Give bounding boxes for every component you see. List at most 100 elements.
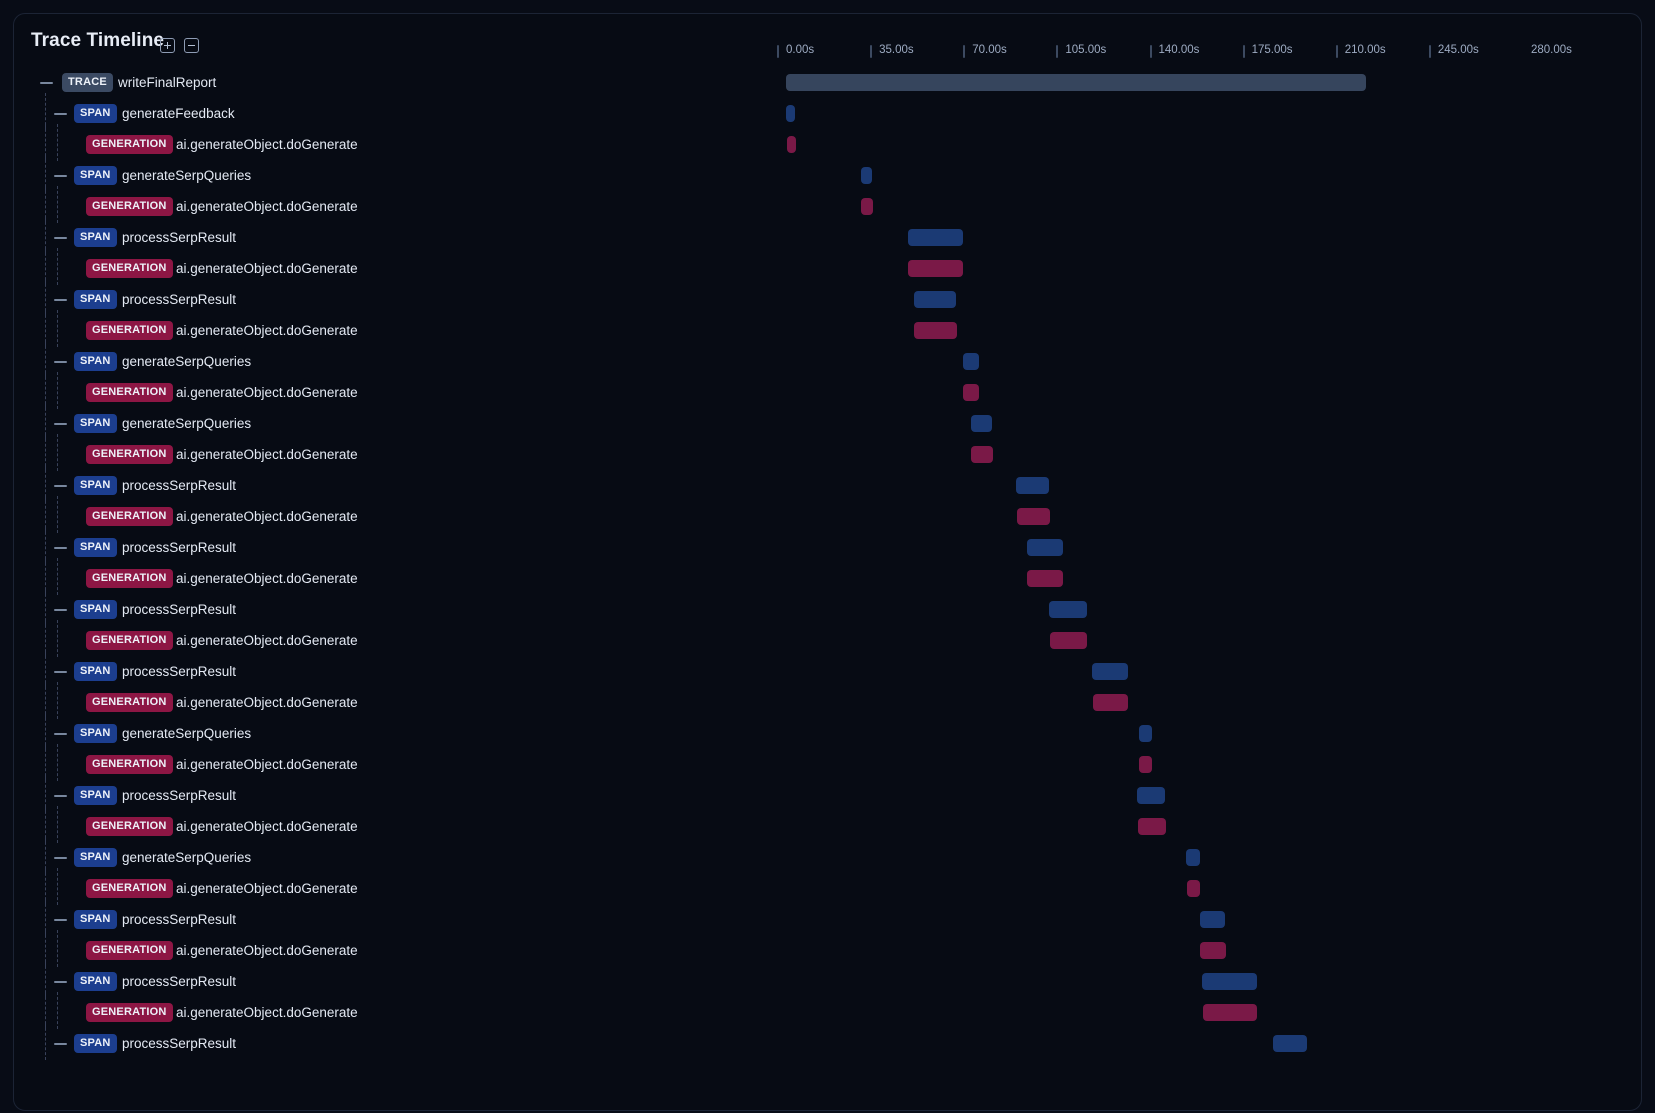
row-name-label: processSerpResult xyxy=(122,1036,237,1051)
gantt-bar[interactable] xyxy=(908,260,964,277)
row-type-badge: SPAN xyxy=(74,910,117,929)
gantt-bar[interactable] xyxy=(786,136,796,153)
trace-row[interactable]: GENERATION ai.generateObject.doGenerate xyxy=(14,992,1641,1029)
row-collapse-toggle[interactable] xyxy=(54,795,67,797)
gantt-bar[interactable] xyxy=(1092,694,1129,711)
row-collapse-toggle[interactable] xyxy=(54,361,67,363)
row-collapse-toggle[interactable] xyxy=(40,82,53,84)
gantt-bar[interactable] xyxy=(1016,508,1050,525)
row-collapse-toggle[interactable] xyxy=(54,237,67,239)
trace-row[interactable]: GENERATION ai.generateObject.doGenerate xyxy=(14,682,1641,719)
row-collapse-toggle[interactable] xyxy=(54,299,67,301)
row-collapse-toggle[interactable] xyxy=(54,175,67,177)
trace-row[interactable]: GENERATION ai.generateObject.doGenerate xyxy=(14,744,1641,781)
trace-row[interactable]: GENERATION ai.generateObject.doGenerate xyxy=(14,186,1641,223)
trace-row[interactable]: GENERATION ai.generateObject.doGenerate xyxy=(14,372,1641,409)
axis-tick-mark xyxy=(1335,45,1338,58)
gantt-bar[interactable] xyxy=(1091,663,1128,680)
trace-row[interactable]: GENERATION ai.generateObject.doGenerate xyxy=(14,930,1641,967)
plus-square-icon[interactable] xyxy=(160,38,175,53)
trace-row[interactable]: GENERATION ai.generateObject.doGenerate xyxy=(14,558,1641,595)
row-collapse-toggle[interactable] xyxy=(54,423,67,425)
trace-row[interactable]: GENERATION ai.generateObject.doGenerate xyxy=(14,124,1641,161)
row-collapse-toggle[interactable] xyxy=(54,857,67,859)
tree-guide-line xyxy=(45,651,46,688)
row-collapse-toggle[interactable] xyxy=(54,485,67,487)
gantt-bar[interactable] xyxy=(1137,787,1166,804)
trace-row[interactable]: SPAN processSerpResult xyxy=(14,651,1641,688)
tree-guide-line xyxy=(57,434,58,471)
trace-row[interactable]: GENERATION ai.generateObject.doGenerate xyxy=(14,434,1641,471)
row-collapse-toggle[interactable] xyxy=(54,547,67,549)
gantt-bar[interactable] xyxy=(1199,911,1225,928)
gantt-bar[interactable] xyxy=(1137,818,1166,835)
trace-row[interactable]: GENERATION ai.generateObject.doGenerate xyxy=(14,868,1641,905)
row-type-badge: GENERATION xyxy=(86,941,173,960)
trace-row[interactable]: SPAN generateSerpQueries xyxy=(14,155,1641,192)
trace-row[interactable]: SPAN processSerpResult xyxy=(14,961,1641,998)
trace-row[interactable]: SPAN processSerpResult xyxy=(14,217,1641,254)
row-collapse-toggle[interactable] xyxy=(54,671,67,673)
trace-row[interactable]: SPAN generateSerpQueries xyxy=(14,713,1641,750)
trace-row[interactable]: GENERATION ai.generateObject.doGenerate xyxy=(14,496,1641,533)
axis-tick: 245.00s xyxy=(1428,44,1479,58)
trace-row[interactable]: SPAN generateSerpQueries xyxy=(14,837,1641,874)
trace-row[interactable]: SPAN processSerpResult xyxy=(14,589,1641,626)
gantt-bar[interactable] xyxy=(1138,725,1152,742)
trace-row[interactable]: SPAN processSerpResult xyxy=(14,465,1641,502)
gantt-bar[interactable] xyxy=(1202,1004,1258,1021)
row-collapse-toggle[interactable] xyxy=(54,113,67,115)
gantt-bar[interactable] xyxy=(1139,756,1153,773)
gantt-bar[interactable] xyxy=(1186,880,1201,897)
trace-row[interactable]: SPAN processSerpResult xyxy=(14,1023,1641,1060)
gantt-bar[interactable] xyxy=(1200,942,1226,959)
row-collapse-toggle[interactable] xyxy=(54,981,67,983)
axis-tick: 105.00s xyxy=(1056,44,1106,58)
trace-row[interactable]: GENERATION ai.generateObject.doGenerate xyxy=(14,310,1641,347)
trace-row[interactable]: SPAN generateFeedback xyxy=(14,93,1641,130)
gantt-bar[interactable] xyxy=(1016,477,1050,494)
gantt-bar[interactable] xyxy=(861,198,873,215)
gantt-bar[interactable] xyxy=(970,415,993,432)
row-collapse-toggle[interactable] xyxy=(54,1043,67,1045)
gantt-bar[interactable] xyxy=(1049,601,1087,618)
gantt-bar[interactable] xyxy=(907,229,963,246)
trace-row[interactable]: SPAN generateSerpQueries xyxy=(14,341,1641,378)
row-name-label: ai.generateObject.doGenerate xyxy=(176,199,358,214)
axis-tick-label: 245.00s xyxy=(1437,44,1479,56)
axis-tick-label: 280.00s xyxy=(1531,44,1572,56)
gantt-bar[interactable] xyxy=(1202,973,1257,990)
gantt-bar[interactable] xyxy=(786,105,796,122)
gantt-bar[interactable] xyxy=(860,167,873,184)
tree-guide-line xyxy=(45,279,46,316)
gantt-bar[interactable] xyxy=(786,74,1367,91)
gantt-bar[interactable] xyxy=(1186,849,1200,866)
trace-row[interactable]: SPAN processSerpResult xyxy=(14,527,1641,564)
trace-row[interactable]: TRACE writeFinalReport xyxy=(14,68,1641,99)
trace-row[interactable]: SPAN processSerpResult xyxy=(14,279,1641,316)
trace-row[interactable]: SPAN processSerpResult xyxy=(14,899,1641,936)
trace-row[interactable]: GENERATION ai.generateObject.doGenerate xyxy=(14,806,1641,843)
gantt-bar[interactable] xyxy=(914,322,957,339)
gantt-bar[interactable] xyxy=(963,384,980,401)
tree-guide-line xyxy=(45,868,46,905)
gantt-bar[interactable] xyxy=(1272,1035,1308,1052)
trace-row[interactable]: SPAN generateSerpQueries xyxy=(14,403,1641,440)
minus-square-icon[interactable] xyxy=(184,38,199,53)
trace-row[interactable]: GENERATION ai.generateObject.doGenerate xyxy=(14,620,1641,657)
row-collapse-toggle[interactable] xyxy=(54,919,67,921)
gantt-bar[interactable] xyxy=(1027,570,1064,587)
gantt-bar[interactable] xyxy=(1026,539,1063,556)
gantt-bar[interactable] xyxy=(1049,632,1088,649)
gantt-bar[interactable] xyxy=(971,446,993,463)
tree-guide-line xyxy=(45,341,46,378)
row-collapse-toggle[interactable] xyxy=(54,733,67,735)
gantt-bar[interactable] xyxy=(962,353,979,370)
gantt-bar[interactable] xyxy=(913,291,957,308)
row-collapse-toggle[interactable] xyxy=(54,609,67,611)
timeline-header: Trace Timeline 0.00s 35.00s 70.00s 105.00s 1… xyxy=(14,14,1641,68)
row-name-label: ai.generateObject.doGenerate xyxy=(176,819,358,834)
trace-row[interactable]: SPAN processSerpResult xyxy=(14,775,1641,812)
trace-row[interactable]: GENERATION ai.generateObject.doGenerate xyxy=(14,248,1641,285)
axis-tick-mark xyxy=(1149,45,1152,58)
